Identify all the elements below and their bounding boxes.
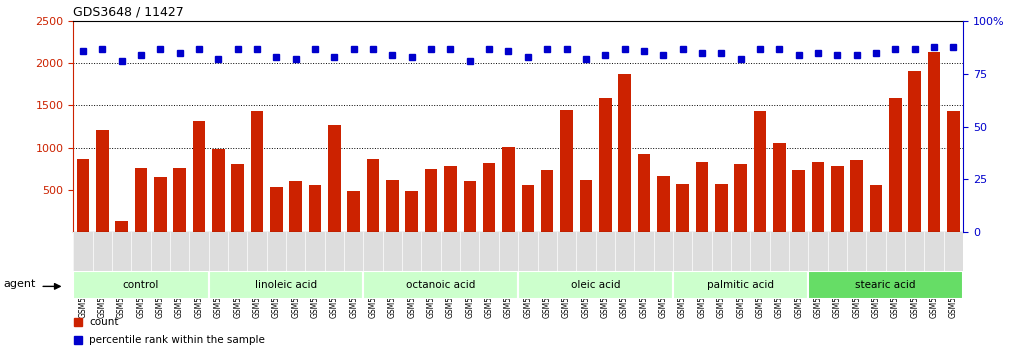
Bar (115, 221, 128, 232)
Text: stearic acid: stearic acid (855, 280, 916, 290)
Bar (96, 130, 109, 232)
Bar (870, 185, 883, 232)
Bar (809, 271, 963, 299)
Bar (367, 159, 379, 232)
Bar (406, 192, 418, 232)
Bar (464, 181, 476, 232)
Text: palmitic acid: palmitic acid (707, 280, 774, 290)
Bar (309, 185, 321, 232)
Text: percentile rank within the sample: percentile rank within the sample (88, 335, 264, 344)
Bar (812, 162, 825, 232)
Bar (208, 271, 363, 299)
Bar (734, 164, 746, 232)
Bar (696, 162, 708, 232)
Bar (831, 166, 844, 232)
Bar (386, 179, 399, 232)
Bar (657, 176, 669, 232)
Bar (251, 112, 263, 232)
Bar (483, 163, 495, 232)
Bar (522, 185, 534, 232)
Bar (638, 154, 650, 232)
Bar (192, 121, 205, 232)
Text: control: control (123, 280, 159, 290)
Text: octanoic acid: octanoic acid (406, 280, 476, 290)
Bar (76, 159, 89, 232)
Text: linoleic acid: linoleic acid (255, 280, 317, 290)
Bar (947, 112, 960, 232)
Bar (792, 170, 804, 232)
Bar (502, 147, 515, 232)
Bar (328, 125, 341, 232)
Bar (518, 271, 673, 299)
Bar (271, 187, 283, 232)
Bar (173, 168, 186, 232)
Bar (773, 143, 785, 232)
Bar (715, 184, 727, 232)
Bar (889, 98, 902, 232)
Bar (850, 160, 863, 232)
Bar (154, 177, 167, 232)
Bar (618, 74, 631, 232)
Bar (363, 271, 518, 299)
Bar (673, 271, 809, 299)
Bar (599, 98, 611, 232)
Bar (444, 166, 457, 232)
Text: GDS3648 / 11427: GDS3648 / 11427 (73, 6, 184, 19)
Bar (212, 149, 225, 232)
Text: count: count (88, 318, 118, 327)
Bar (580, 179, 592, 232)
Bar (425, 169, 437, 232)
Bar (908, 71, 921, 232)
Bar (928, 52, 941, 232)
Bar (560, 110, 573, 232)
Bar (73, 271, 208, 299)
Bar (676, 184, 689, 232)
Text: agent: agent (4, 279, 36, 289)
Bar (754, 112, 766, 232)
Text: oleic acid: oleic acid (571, 280, 620, 290)
Bar (348, 190, 360, 232)
Bar (541, 170, 553, 232)
Bar (232, 165, 244, 232)
Bar (134, 168, 147, 232)
Bar (290, 181, 302, 232)
